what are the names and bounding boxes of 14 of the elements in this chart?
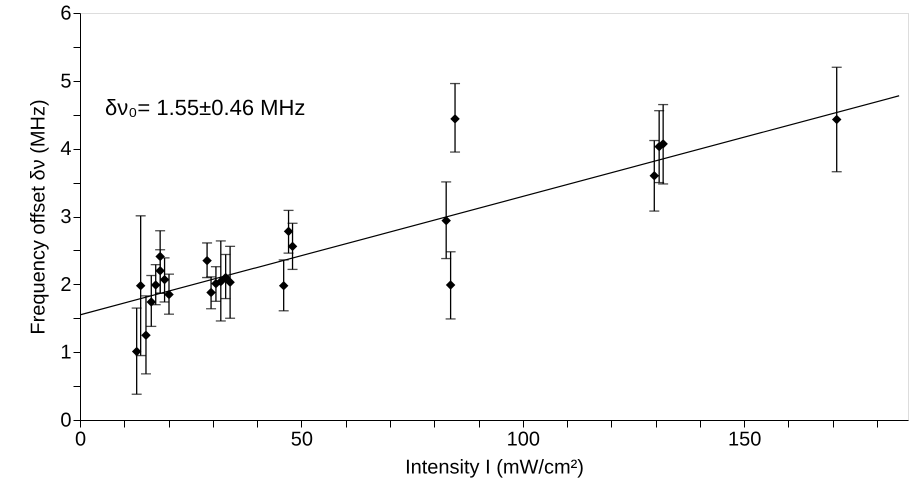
y-tick-label: 4 bbox=[60, 138, 72, 160]
x-tick-label: 0 bbox=[74, 428, 86, 450]
x-axis-title: Intensity I (mW/cm²) bbox=[405, 456, 584, 478]
x-tick-label: 100 bbox=[506, 428, 540, 450]
y-tick-label: 1 bbox=[60, 342, 72, 364]
x-tick-label: 50 bbox=[290, 428, 314, 450]
y-tick-label: 6 bbox=[60, 2, 72, 24]
x-tick-label: 150 bbox=[728, 428, 762, 450]
annotation: δν₀= 1.55±0.46 MHz bbox=[105, 95, 306, 120]
y-tick-label: 5 bbox=[60, 70, 72, 92]
y-axis-title: Frequency offset δν (MHz) bbox=[27, 99, 50, 335]
y-tick-label: 0 bbox=[60, 410, 72, 432]
y-tick-label: 2 bbox=[60, 274, 72, 296]
y-tick-label: 3 bbox=[60, 206, 72, 228]
